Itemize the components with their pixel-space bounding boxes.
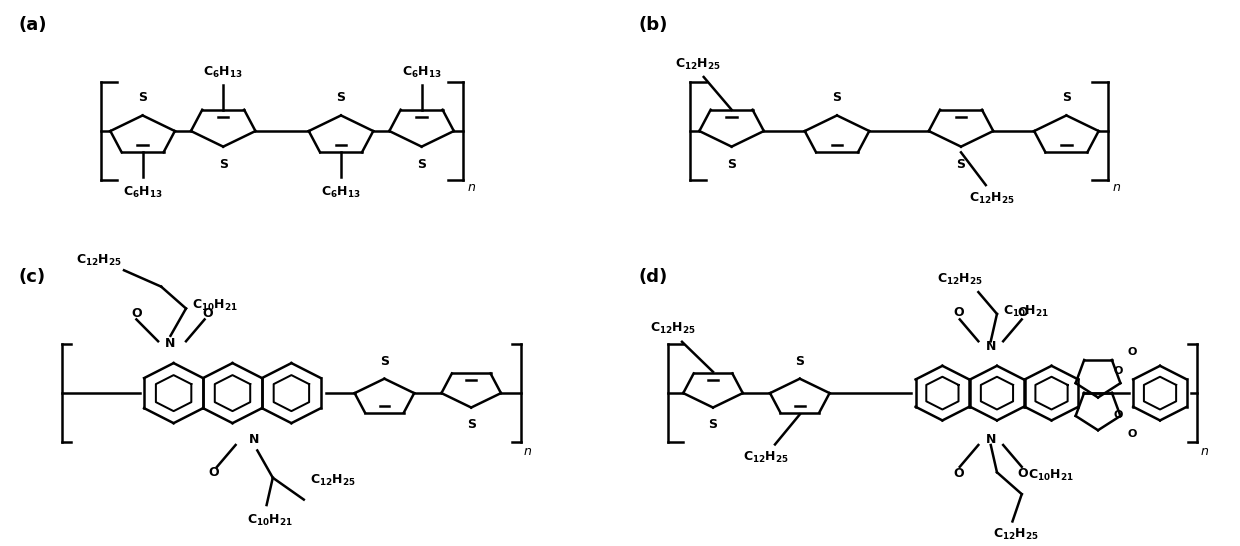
Text: n: n xyxy=(1200,445,1208,458)
Text: $\mathregular{C_{12}H_{25}}$: $\mathregular{C_{12}H_{25}}$ xyxy=(937,271,982,287)
Text: $\mathregular{C_{12}H_{25}}$: $\mathregular{C_{12}H_{25}}$ xyxy=(993,527,1038,542)
Text: $\mathregular{C_{10}H_{21}}$: $\mathregular{C_{10}H_{21}}$ xyxy=(1003,304,1049,319)
Text: $\mathregular{C_{10}H_{21}}$: $\mathregular{C_{10}H_{21}}$ xyxy=(247,513,293,529)
Text: S: S xyxy=(336,91,346,104)
Text: S: S xyxy=(956,158,966,171)
Text: O: O xyxy=(954,306,963,319)
Text: N: N xyxy=(165,337,176,351)
Text: S: S xyxy=(379,355,389,368)
Text: (d): (d) xyxy=(639,268,668,286)
Text: S: S xyxy=(417,158,427,171)
Text: O: O xyxy=(1114,410,1122,420)
Text: $\mathregular{C_6H_{13}}$: $\mathregular{C_6H_{13}}$ xyxy=(203,64,243,80)
Text: S: S xyxy=(727,158,737,171)
Text: N: N xyxy=(986,433,996,446)
Text: $\mathregular{C_{12}H_{25}}$: $\mathregular{C_{12}H_{25}}$ xyxy=(743,450,789,465)
Text: n: n xyxy=(1112,181,1120,194)
Text: S: S xyxy=(1061,91,1071,104)
Text: (c): (c) xyxy=(19,268,46,286)
Text: $\mathregular{C_6H_{13}}$: $\mathregular{C_6H_{13}}$ xyxy=(402,64,441,80)
Text: O: O xyxy=(1114,366,1122,376)
Text: $\mathregular{C_{12}H_{25}}$: $\mathregular{C_{12}H_{25}}$ xyxy=(77,252,122,268)
Text: $\mathregular{C_6H_{13}}$: $\mathregular{C_6H_{13}}$ xyxy=(123,185,162,200)
Text: O: O xyxy=(202,307,213,321)
Text: $\mathregular{C_6H_{13}}$: $\mathregular{C_6H_{13}}$ xyxy=(321,185,361,200)
Text: O: O xyxy=(208,466,219,479)
Text: O: O xyxy=(1127,347,1137,357)
Text: n: n xyxy=(525,445,532,458)
Text: S: S xyxy=(795,355,805,368)
Text: $\mathregular{C_{12}H_{25}}$: $\mathregular{C_{12}H_{25}}$ xyxy=(675,56,720,72)
Text: O: O xyxy=(1127,429,1137,439)
Text: $\mathregular{C_{12}H_{25}}$: $\mathregular{C_{12}H_{25}}$ xyxy=(970,191,1014,206)
Text: (a): (a) xyxy=(19,16,47,34)
Text: $\mathregular{C_{12}H_{25}}$: $\mathregular{C_{12}H_{25}}$ xyxy=(310,473,356,488)
Text: $\mathregular{C_{12}H_{25}}$: $\mathregular{C_{12}H_{25}}$ xyxy=(650,321,696,336)
Text: S: S xyxy=(832,91,842,104)
Text: O: O xyxy=(131,307,141,321)
Text: N: N xyxy=(249,433,259,446)
Text: n: n xyxy=(467,181,475,194)
Text: S: S xyxy=(138,91,148,104)
Text: O: O xyxy=(1018,467,1028,480)
Text: (b): (b) xyxy=(639,16,668,34)
Text: S: S xyxy=(708,418,718,431)
Text: O: O xyxy=(1018,306,1028,319)
Text: S: S xyxy=(466,418,476,431)
Text: $\mathregular{C_{10}H_{21}}$: $\mathregular{C_{10}H_{21}}$ xyxy=(192,298,238,313)
Text: N: N xyxy=(986,340,996,353)
Text: $\mathregular{C_{10}H_{21}}$: $\mathregular{C_{10}H_{21}}$ xyxy=(1028,467,1074,483)
Text: S: S xyxy=(218,158,228,171)
Text: O: O xyxy=(954,467,963,480)
